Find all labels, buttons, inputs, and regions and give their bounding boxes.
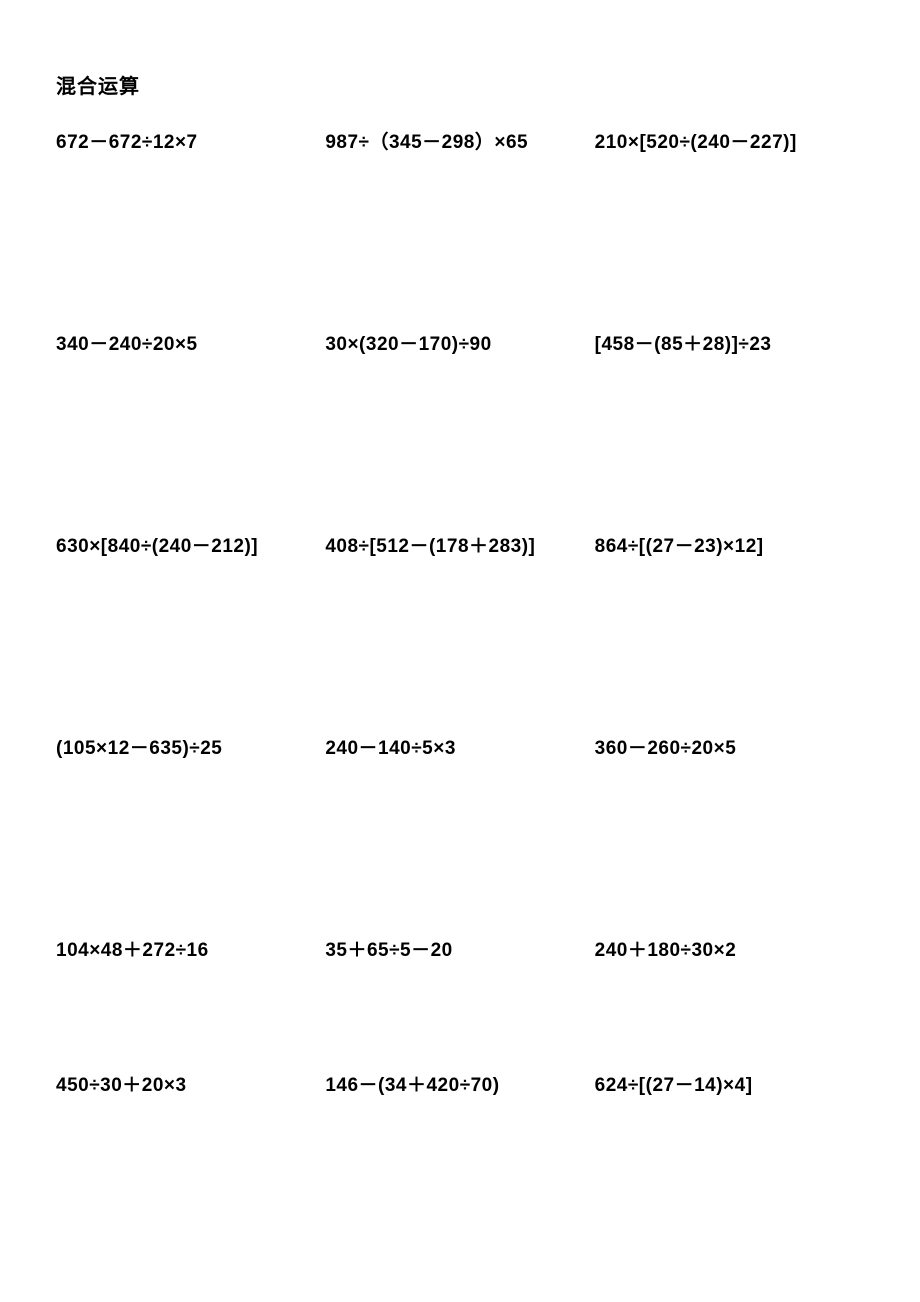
problem-cell: 630×[840÷(240－212)]	[56, 531, 325, 558]
problem-cell: 360－260÷20×5	[595, 733, 864, 760]
problem-cell: 864÷[(27－23)×12]	[595, 531, 864, 558]
problem-cell: 672－672÷12×7	[56, 127, 325, 154]
problem-cell: 104×48＋272÷16	[56, 935, 325, 962]
problem-cell: 30×(320－170)÷90	[325, 329, 594, 356]
problem-cell: [458－(85＋28)]÷23	[595, 329, 864, 356]
problem-cell: (105×12－635)÷25	[56, 733, 325, 760]
problem-cell: 35＋65÷5－20	[325, 935, 594, 962]
problem-cell: 240＋180÷30×2	[595, 935, 864, 962]
problem-cell: 340－240÷20×5	[56, 329, 325, 356]
problem-cell: 210×[520÷(240－227)]	[595, 127, 864, 154]
problem-cell: 240－140÷5×3	[325, 733, 594, 760]
problem-cell: 408÷[512－(178＋283)]	[325, 531, 594, 558]
worksheet-title: 混合运算	[56, 70, 864, 99]
problem-cell: 624÷[(27－14)×4]	[595, 1070, 864, 1097]
problem-cell: 450÷30＋20×3	[56, 1070, 325, 1097]
problem-grid: 672－672÷12×7 987÷（345－298）×65 210×[520÷(…	[56, 127, 864, 1097]
problem-cell: 146－(34＋420÷70)	[325, 1070, 594, 1097]
problem-cell: 987÷（345－298）×65	[325, 127, 594, 154]
